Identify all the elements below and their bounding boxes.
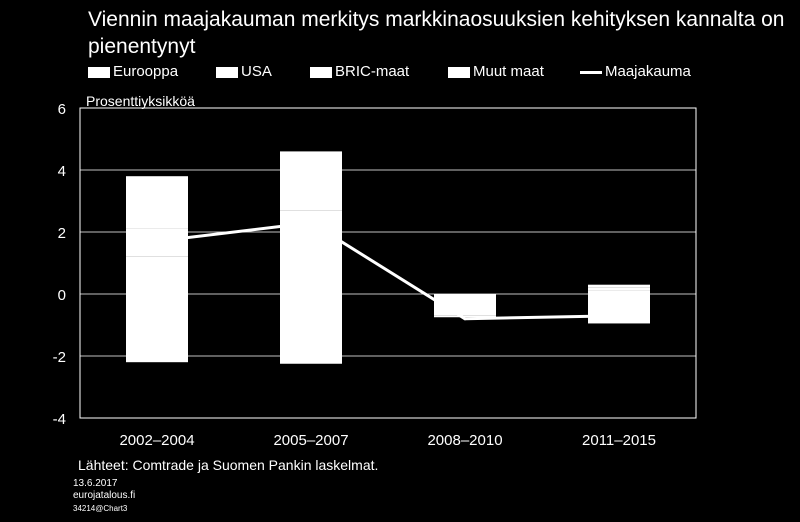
chart-legend: Eurooppa USA BRIC-maat Muut maat Maajaka… bbox=[88, 62, 788, 82]
legend-swatch-bric-maat bbox=[310, 67, 332, 78]
bar-muut-maat bbox=[126, 176, 188, 229]
point-maajakauma bbox=[155, 239, 159, 243]
chart-title: Viennin maajakauman merkitys markkinaosu… bbox=[88, 8, 785, 58]
point-maajakauma bbox=[463, 317, 467, 321]
footer-site: eurojatalous.fi bbox=[73, 490, 136, 501]
bar-muut-maat bbox=[588, 284, 650, 288]
point-maajakauma bbox=[617, 314, 621, 318]
legend-swatch-usa bbox=[216, 67, 238, 78]
y-tick-label: 4 bbox=[58, 163, 66, 180]
bar-usa bbox=[126, 256, 188, 294]
bar-usa bbox=[588, 290, 650, 294]
plot-frame bbox=[79, 107, 697, 419]
bar-bric-maat bbox=[588, 287, 650, 291]
y-tick-label: 2 bbox=[58, 225, 66, 242]
bar-eurooppa bbox=[588, 294, 650, 324]
footer-date: 13.6.2017 bbox=[73, 478, 118, 489]
legend-label-muut-maat: Muut maat bbox=[473, 63, 544, 80]
source-note: Lähteet: Comtrade ja Suomen Pankin laske… bbox=[78, 457, 379, 473]
y-tick-label: -2 bbox=[53, 349, 66, 366]
y-axis-label: Prosenttiyksikköä bbox=[86, 93, 195, 109]
bar-bric-maat bbox=[280, 210, 342, 248]
bar-bric-maat bbox=[434, 315, 496, 318]
footer-code: 34214@Chart3 bbox=[73, 504, 128, 513]
legend-swatch-eurooppa bbox=[88, 67, 110, 78]
bar-eurooppa bbox=[280, 294, 342, 364]
legend-label-usa: USA bbox=[241, 63, 272, 80]
legend-line-maajakauma bbox=[580, 71, 602, 74]
y-tick-label: 0 bbox=[58, 287, 66, 304]
legend-swatch-muut-maat bbox=[448, 67, 470, 78]
y-tick-label: -4 bbox=[53, 411, 66, 428]
bar-muut-maat bbox=[280, 151, 342, 211]
point-maajakauma bbox=[309, 221, 313, 225]
legend-label-maajakauma: Maajakauma bbox=[605, 63, 691, 80]
x-tick-label: 2005–2007 bbox=[273, 432, 348, 449]
legend-label-bric-maat: BRIC-maat bbox=[335, 63, 410, 80]
y-tick-label: 6 bbox=[58, 101, 66, 118]
x-tick-label: 2011–2015 bbox=[582, 432, 656, 449]
bar-eurooppa bbox=[126, 294, 188, 363]
x-tick-label: 2008–2010 bbox=[427, 432, 502, 449]
legend-label-eurooppa: Eurooppa bbox=[113, 63, 179, 80]
x-tick-label: 2002–2004 bbox=[119, 432, 194, 449]
bar-usa bbox=[280, 247, 342, 294]
bar-bric-maat bbox=[126, 228, 188, 257]
line-maajakauma bbox=[156, 221, 620, 321]
